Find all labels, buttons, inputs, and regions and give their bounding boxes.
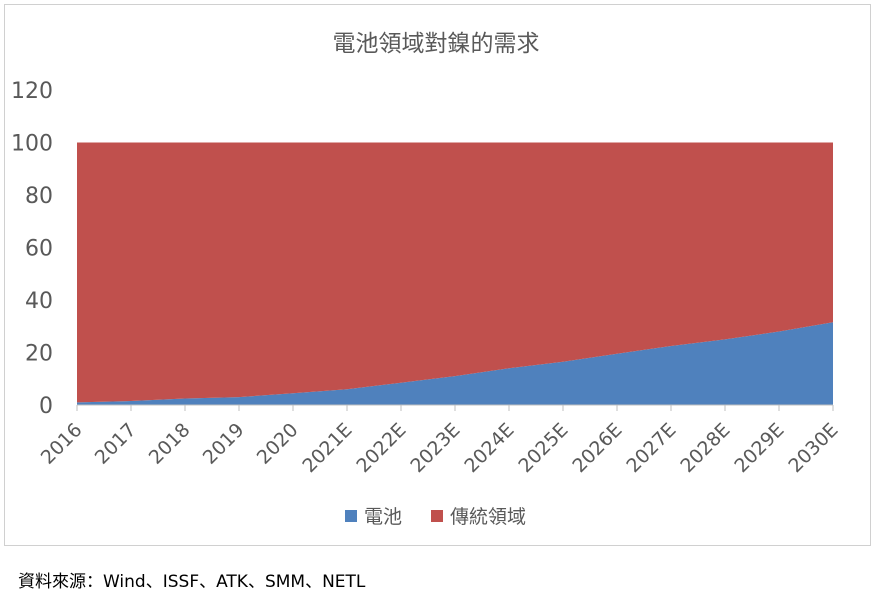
x-axis: 2016 2017 2018 2019 20202021E2022E2023E2024E… [37,404,843,477]
x-tick-label: 2027E [622,419,680,477]
y-tick-label: 120 [11,79,53,104]
legend-label-1: 電池 [364,506,402,528]
x-tick-label: 2021E [298,419,356,477]
area-series-2 [77,142,833,403]
x-tick-label: 2028E [676,419,734,477]
x-tick-label: 2024E [460,419,518,477]
plot-area [77,142,833,405]
legend-swatch-2 [431,510,443,522]
y-tick-label: 100 [11,132,53,157]
y-tick-label: 40 [25,289,53,314]
y-tick-label: 60 [25,237,53,262]
x-tick-label: 2026E [568,419,626,477]
x-tick-label: 2023E [406,419,464,477]
y-tick-label: 0 [39,394,53,419]
x-tick-label: 2025E [514,419,572,477]
x-tick-label: 2016 [37,419,87,469]
x-tick-label: 2017 [91,419,141,469]
chart-title: 電池領域對鎳的需求 [333,31,540,57]
y-tick-label: 80 [25,184,53,209]
x-tick-label: 2018 [145,419,195,469]
legend: 電池 傳統領域 [345,506,526,528]
x-tick-label: 2022E [352,419,410,477]
y-axis: 0 20 40 60 80 100 120 [11,79,53,419]
legend-swatch-1 [345,510,357,522]
chart-frame: 電池領域對鎳的需求 0 20 40 60 80 100 120 2016 2017 2018 20… [4,4,871,546]
x-tick-label: 2030E [784,419,842,477]
x-tick-label: 2029E [730,419,788,477]
area-series-1 [77,322,833,405]
y-tick-label: 20 [25,342,53,367]
x-tick-label: 2020 [253,419,303,469]
x-tick-label: 2019 [199,419,249,469]
legend-label-2: 傳統領域 [450,506,526,528]
source-note: 資料來源：Wind、ISSF、ATK、SMM、NETL [18,572,366,592]
